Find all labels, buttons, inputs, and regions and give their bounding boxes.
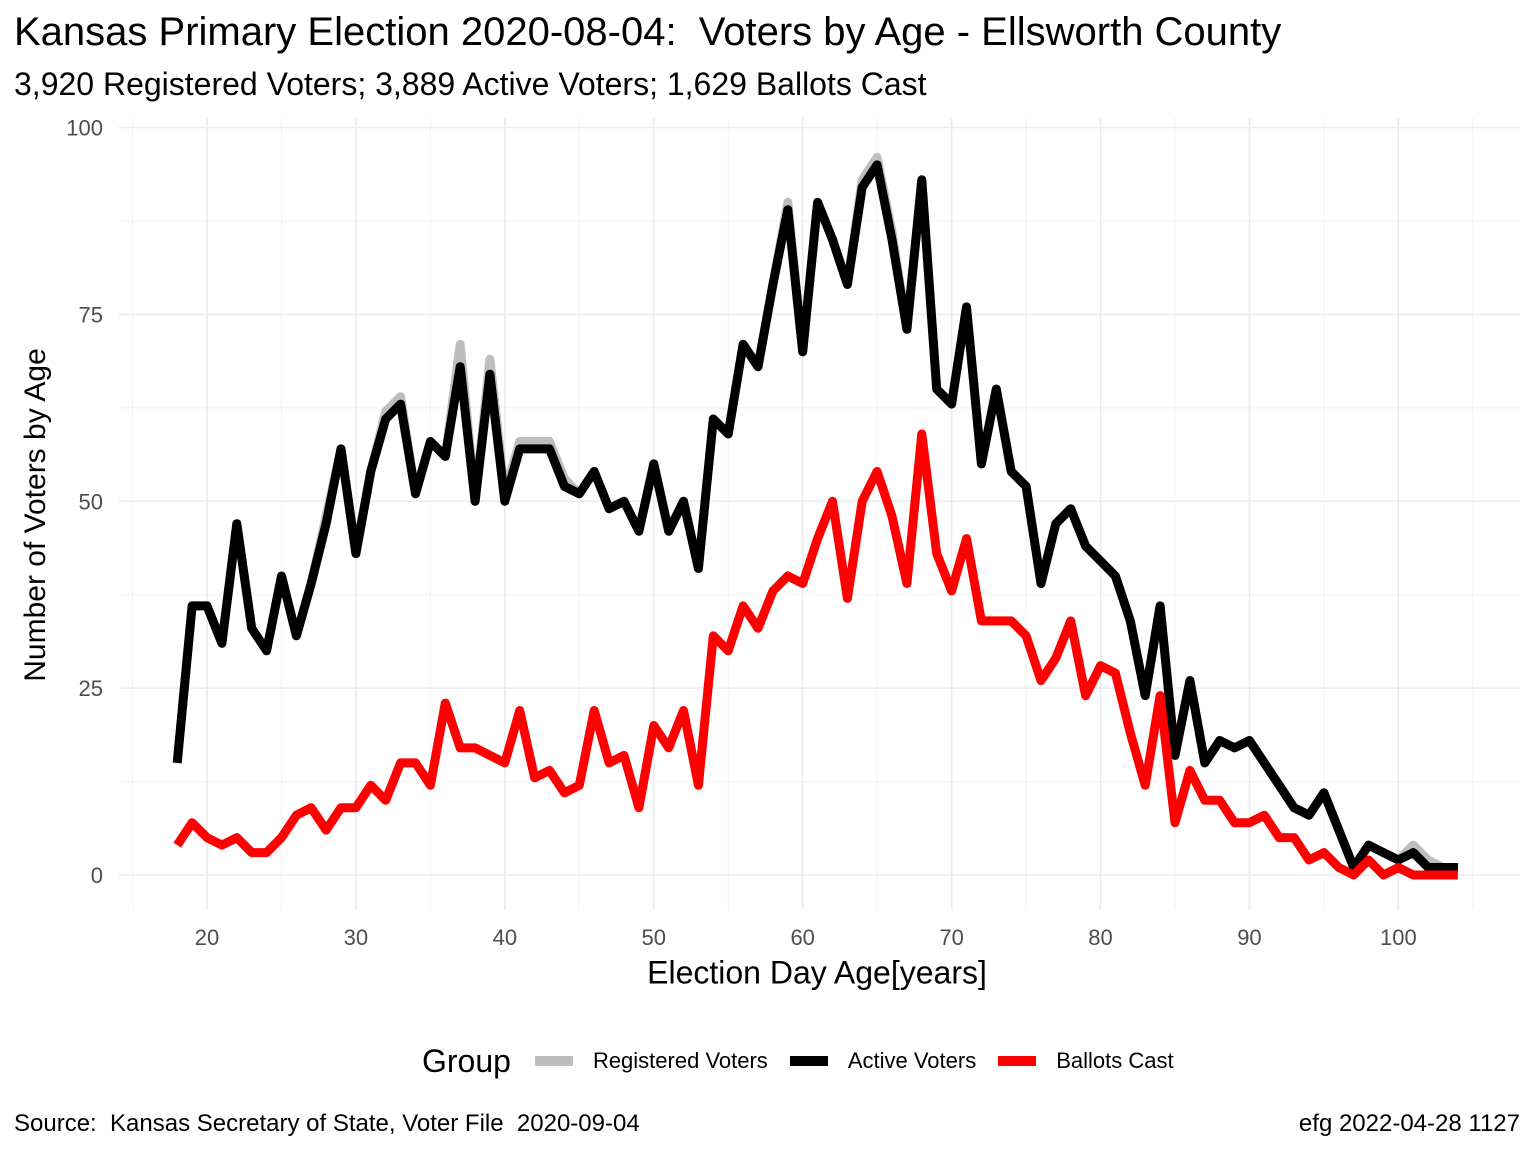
- grid: [119, 118, 1520, 910]
- legend-item-ballots: Ballots Cast: [998, 1048, 1174, 1074]
- x-tick-label: 20: [195, 925, 219, 950]
- x-tick-label: 40: [493, 925, 517, 950]
- series-ballots-cast: [173, 429, 1458, 880]
- series-layer: [172, 152, 1458, 880]
- legend-label-active: Active Voters: [847, 1048, 977, 1073]
- legend-title: Group: [422, 1042, 511, 1079]
- source-caption: Source: Kansas Secretary of State, Voter…: [14, 1110, 640, 1137]
- y-tick-label: 50: [79, 489, 103, 514]
- x-tick-label: 80: [1088, 925, 1112, 950]
- chart-subtitle: 3,920 Registered Voters; 3,889 Active Vo…: [14, 66, 927, 102]
- x-tick-label: 30: [344, 925, 368, 950]
- author-caption: efg 2022-04-28 1127: [1298, 1110, 1520, 1137]
- legend-item-registered: Registered Voters: [534, 1048, 768, 1074]
- legend-swatch-active: [789, 1056, 828, 1066]
- y-tick-label: 0: [91, 863, 103, 888]
- legend-swatch-ballots: [998, 1056, 1037, 1066]
- legend-label-registered: Registered Voters: [592, 1048, 768, 1073]
- y-tick-label: 75: [79, 302, 103, 327]
- legend-label-ballots: Ballots Cast: [1056, 1048, 1174, 1073]
- y-axis-label: Number of Voters by Age: [19, 348, 52, 682]
- x-tick-label: 50: [642, 925, 666, 950]
- y-tick-label: 100: [66, 116, 103, 141]
- legend-swatch-registered: [534, 1056, 573, 1066]
- x-tick-label: 60: [790, 925, 814, 950]
- axis-ticks: 20 30 40 50 60 70 80 90 100 0 25 50 75 100: [66, 116, 1416, 951]
- x-tick-label: 100: [1380, 925, 1417, 950]
- series-active-voters: [172, 160, 1458, 872]
- x-tick-label: 90: [1237, 925, 1261, 950]
- x-tick-label: 70: [939, 925, 963, 950]
- chart-title: Kansas Primary Election 2020-08-04: Vote…: [14, 10, 1282, 54]
- x-axis-label: Election Day Age[years]: [647, 954, 987, 991]
- legend: Group Registered Voters Active Voters Ba…: [422, 1038, 1196, 1084]
- legend-item-active: Active Voters: [789, 1048, 977, 1074]
- y-tick-label: 25: [79, 676, 103, 701]
